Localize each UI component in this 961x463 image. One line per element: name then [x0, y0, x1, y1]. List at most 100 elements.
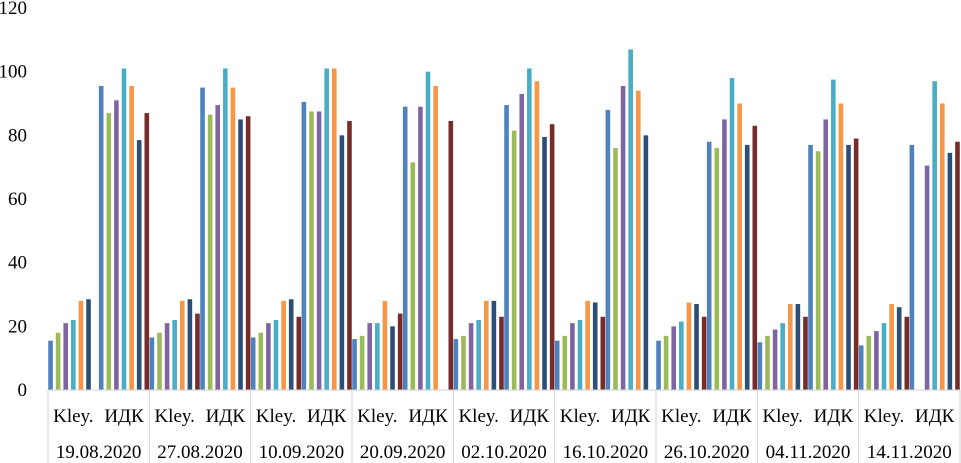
bar [250, 337, 256, 390]
bar [519, 93, 525, 390]
bar [562, 335, 568, 390]
bar [605, 109, 611, 391]
bar [448, 121, 454, 390]
y-tick-label: 0 [18, 380, 28, 401]
bar [701, 316, 707, 390]
bar [823, 119, 829, 391]
bar [858, 345, 864, 390]
x-group-date-label: 27.08.2020 [157, 442, 243, 463]
bar [904, 316, 910, 390]
bar [281, 300, 286, 390]
bar [106, 113, 112, 391]
bar [230, 87, 236, 390]
bar [714, 148, 720, 390]
bar [620, 85, 626, 391]
bar [172, 319, 177, 390]
bar [273, 319, 279, 390]
x-axis: Kley. ИДК 19.08.2020 Kley. ИДК 27.08.2020 Kley… [47, 389, 961, 463]
y-tick-label: 20 [8, 316, 27, 337]
bar [780, 323, 785, 390]
x-category-label: Kley. [458, 406, 498, 427]
bar [339, 135, 345, 390]
bar [889, 304, 894, 390]
bar [656, 340, 661, 390]
bar [765, 335, 770, 390]
bar [483, 300, 489, 390]
bar [258, 332, 264, 390]
bar [266, 323, 271, 390]
bar [238, 119, 243, 391]
bar [932, 81, 937, 390]
bar [577, 319, 583, 390]
bar [375, 323, 380, 390]
bar [694, 304, 699, 390]
bar [144, 113, 150, 391]
x-group-date-label: 20.09.2020 [360, 442, 446, 463]
bar [164, 323, 170, 390]
bar [359, 335, 365, 390]
bar [425, 71, 431, 391]
bar [628, 49, 633, 390]
x-category-label: Kley. [154, 406, 194, 427]
bar [881, 323, 887, 390]
x-category-label: ИДК [712, 406, 752, 427]
bar [679, 321, 684, 390]
bar [296, 316, 302, 390]
bar [706, 141, 712, 390]
x-category-label: Kley. [53, 406, 93, 427]
bar [722, 119, 727, 391]
bar [600, 316, 606, 390]
bar [418, 106, 423, 391]
bar [98, 85, 104, 391]
bar [803, 316, 808, 390]
bar [223, 68, 228, 390]
bar [504, 105, 509, 390]
bar [390, 326, 395, 390]
bar [635, 90, 641, 391]
bar [114, 100, 119, 390]
x-category-label: ИДК [814, 406, 854, 427]
y-tick-label: 120 [0, 0, 27, 19]
bar [136, 140, 142, 390]
bar [86, 299, 91, 390]
bar [853, 138, 859, 390]
x-group-date-label: 14.11.2020 [867, 442, 952, 463]
bar [301, 101, 307, 390]
x-category-label: ИДК [206, 406, 246, 427]
bar [838, 103, 844, 390]
bar [585, 300, 590, 390]
bar [468, 323, 474, 390]
bar [924, 165, 930, 390]
bar [795, 304, 801, 390]
x-group-date-label: 10.09.2020 [259, 442, 345, 463]
bar [955, 141, 960, 390]
bar [245, 116, 251, 390]
bar [671, 326, 677, 390]
bar [324, 68, 329, 390]
bar [200, 87, 205, 390]
x-category-label: Kley. [256, 406, 296, 427]
bar [71, 319, 76, 390]
x-group-date-label: 04.11.2020 [766, 442, 851, 463]
bar [947, 152, 953, 390]
bars-layer [48, 49, 960, 391]
x-category-label: Kley. [357, 406, 397, 427]
bar [808, 144, 813, 390]
bar [592, 302, 598, 390]
bar [831, 79, 836, 391]
x-group-date-label: 02.10.2020 [461, 442, 547, 463]
y-axis-ticks: 0 20 40 60 80 100 120 [0, 0, 27, 401]
bar [549, 124, 555, 390]
bar [663, 335, 669, 390]
bar [686, 302, 692, 390]
bar [939, 103, 945, 390]
bar [129, 85, 134, 391]
y-tick-label: 60 [8, 189, 27, 210]
bar [63, 323, 69, 390]
bar [511, 130, 517, 390]
x-category-label: ИДК [915, 406, 955, 427]
bar [367, 323, 373, 390]
bar [309, 111, 314, 391]
x-category-label: ИДК [307, 406, 347, 427]
x-category-label: ИДК [104, 406, 144, 427]
